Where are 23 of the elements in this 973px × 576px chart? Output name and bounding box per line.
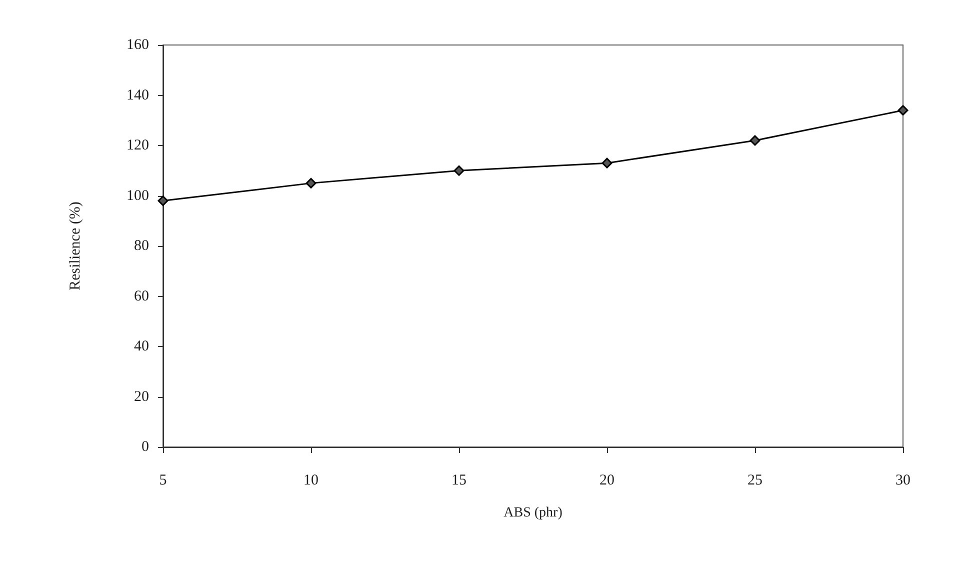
point (602, 158, 612, 168)
y-tick-label: 0 (142, 439, 149, 455)
x-tick-label: 30 (896, 472, 910, 488)
point (158, 196, 168, 206)
x-axis-title: ABS (phr) (504, 506, 563, 520)
y-tick-label: 100 (126, 188, 149, 204)
y-tick-label: 140 (126, 87, 149, 104)
y-tick-label: 80 (134, 238, 149, 254)
point (750, 135, 760, 146)
point (306, 178, 316, 188)
y-tick-label: 160 (126, 37, 149, 53)
y-axis-title: Resilience (%) (68, 202, 84, 290)
y-tick-label: 60 (134, 288, 149, 304)
y-tick-label: 120 (126, 138, 149, 154)
x-tick-label: 5 (159, 472, 167, 488)
point (898, 105, 908, 116)
point (454, 165, 464, 176)
x-tick-label: 20 (600, 472, 614, 488)
x-tick-label: 10 (304, 472, 318, 488)
x-tick-label: 25 (748, 472, 762, 488)
y-tick-label: 40 (134, 338, 149, 354)
x-tick-label: 15 (452, 472, 466, 488)
y-tick-label: 20 (134, 388, 149, 405)
